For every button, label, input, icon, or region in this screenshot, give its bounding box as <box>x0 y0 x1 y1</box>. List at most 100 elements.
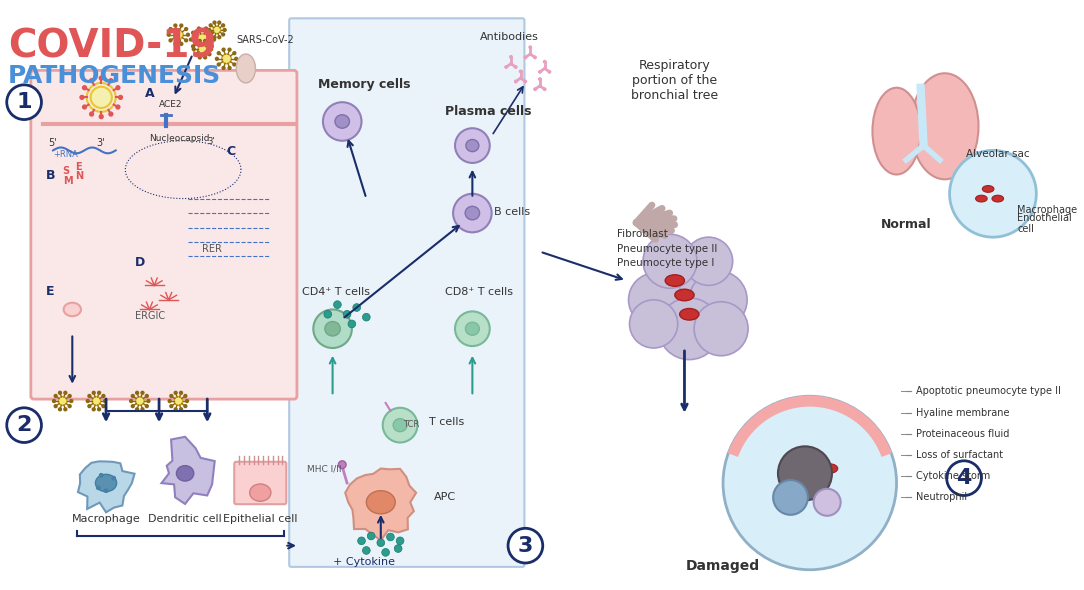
Circle shape <box>208 42 211 45</box>
Circle shape <box>131 395 134 398</box>
Circle shape <box>352 304 361 312</box>
Circle shape <box>204 56 207 59</box>
Circle shape <box>198 56 202 59</box>
Ellipse shape <box>465 322 479 335</box>
Polygon shape <box>78 461 134 512</box>
Circle shape <box>723 396 896 570</box>
Text: +RNA: +RNA <box>53 150 78 159</box>
Circle shape <box>186 33 190 36</box>
Text: Fibroblast: Fibroblast <box>617 229 668 239</box>
Text: E: E <box>75 162 81 172</box>
Text: Epithelial cell: Epithelial cell <box>223 513 297 523</box>
Circle shape <box>180 24 183 27</box>
Text: A: A <box>144 87 154 100</box>
Circle shape <box>141 391 144 394</box>
Text: Proteinaceous fluid: Proteinaceous fluid <box>916 429 1009 439</box>
Ellipse shape <box>466 139 479 152</box>
Circle shape <box>514 65 517 69</box>
Circle shape <box>453 194 492 232</box>
Circle shape <box>69 399 73 402</box>
Circle shape <box>222 48 225 51</box>
Text: Dendritic cell: Dendritic cell <box>149 513 222 523</box>
Ellipse shape <box>465 206 479 220</box>
Circle shape <box>136 391 139 394</box>
Circle shape <box>773 480 808 515</box>
Text: RER: RER <box>203 244 222 254</box>
Circle shape <box>328 325 336 333</box>
Text: SARS-CoV-2: SARS-CoV-2 <box>236 35 294 44</box>
Circle shape <box>233 63 236 66</box>
Circle shape <box>196 34 208 45</box>
Text: Alveolar sac: Alveolar sac <box>966 149 1030 159</box>
Circle shape <box>190 38 192 41</box>
Circle shape <box>136 408 139 411</box>
Ellipse shape <box>666 275 684 286</box>
Circle shape <box>59 396 67 405</box>
Circle shape <box>209 33 212 36</box>
Circle shape <box>198 45 207 54</box>
Circle shape <box>362 546 371 555</box>
Circle shape <box>175 391 177 394</box>
Text: Damaged: Damaged <box>686 559 760 573</box>
Text: PATHOGENESIS: PATHOGENESIS <box>8 64 221 88</box>
Circle shape <box>82 105 87 109</box>
Circle shape <box>528 45 532 49</box>
Circle shape <box>168 399 171 402</box>
Circle shape <box>184 28 188 31</box>
Circle shape <box>509 55 513 59</box>
Ellipse shape <box>249 484 271 502</box>
Circle shape <box>136 396 144 405</box>
Circle shape <box>169 28 172 31</box>
Circle shape <box>629 273 683 327</box>
Circle shape <box>7 85 41 120</box>
Circle shape <box>210 31 214 34</box>
FancyBboxPatch shape <box>30 70 297 399</box>
Text: Respiratory
portion of the
bronchial tree: Respiratory portion of the bronchial tre… <box>631 59 719 102</box>
Circle shape <box>821 470 828 477</box>
Circle shape <box>334 301 341 309</box>
Circle shape <box>98 391 101 394</box>
Circle shape <box>167 33 170 36</box>
Circle shape <box>116 105 120 109</box>
Circle shape <box>92 391 95 394</box>
FancyBboxPatch shape <box>289 18 525 567</box>
Circle shape <box>228 48 231 51</box>
Circle shape <box>180 391 182 394</box>
Circle shape <box>358 537 365 545</box>
Circle shape <box>214 26 221 34</box>
Ellipse shape <box>95 474 117 491</box>
Text: S: S <box>63 166 69 176</box>
Circle shape <box>184 39 188 42</box>
Circle shape <box>59 391 62 394</box>
Circle shape <box>348 320 356 328</box>
Text: ERGIC: ERGIC <box>136 311 165 321</box>
Circle shape <box>87 399 89 402</box>
Ellipse shape <box>325 322 340 336</box>
Text: C: C <box>227 145 235 158</box>
Text: 5': 5' <box>48 137 57 148</box>
Text: B cells: B cells <box>493 207 530 217</box>
Circle shape <box>91 87 112 108</box>
Circle shape <box>377 539 385 546</box>
Text: B: B <box>47 169 55 182</box>
Circle shape <box>197 27 201 30</box>
Circle shape <box>88 395 91 398</box>
Circle shape <box>222 54 231 64</box>
Text: CD4⁺ T cells: CD4⁺ T cells <box>301 287 370 297</box>
Circle shape <box>508 528 543 563</box>
Circle shape <box>192 48 195 51</box>
Circle shape <box>68 405 72 408</box>
Circle shape <box>216 57 218 60</box>
Circle shape <box>543 60 546 64</box>
Text: Pneumocyte type I: Pneumocyte type I <box>617 258 714 268</box>
Circle shape <box>514 80 518 83</box>
Circle shape <box>54 405 57 408</box>
Text: 4: 4 <box>956 468 971 488</box>
Circle shape <box>175 408 177 411</box>
Text: Endothelial
cell: Endothelial cell <box>1017 213 1072 234</box>
Circle shape <box>95 486 101 490</box>
Circle shape <box>104 489 108 493</box>
Circle shape <box>538 70 542 74</box>
Ellipse shape <box>821 464 838 473</box>
Circle shape <box>323 102 361 141</box>
